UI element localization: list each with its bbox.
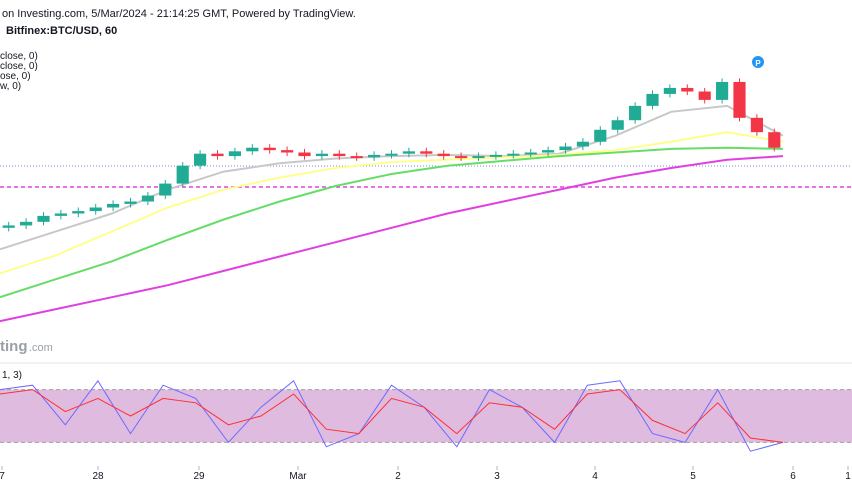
watermark-text-bold: ting xyxy=(0,338,28,355)
legend-item: close, 0) xyxy=(0,51,38,62)
candle-body xyxy=(420,151,433,154)
candle-body xyxy=(576,141,589,147)
candle-body xyxy=(72,211,85,214)
candle-body xyxy=(507,153,520,156)
x-tick-label: 4 xyxy=(592,471,598,482)
oscillator-band xyxy=(0,389,852,443)
legend-item: w, 0) xyxy=(0,81,21,92)
candle-body xyxy=(228,151,241,157)
symbol-line: Bitfinex:BTC/USD, 60 xyxy=(6,25,117,37)
pivot-badge-circle xyxy=(752,56,764,68)
candle-body xyxy=(385,153,398,156)
candle-body xyxy=(176,165,189,184)
candle-body xyxy=(768,132,781,148)
candle-body xyxy=(107,203,120,208)
x-tick-label: 7 xyxy=(0,471,5,482)
source-line: on Investing.com, 5/Mar/2024 - 21:14:25 … xyxy=(2,8,356,20)
candle-body xyxy=(646,93,659,106)
candle-body xyxy=(54,213,67,216)
candle-body xyxy=(542,150,555,153)
price-pane[interactable] xyxy=(0,78,852,323)
candle-body xyxy=(750,117,763,133)
candle-body xyxy=(2,225,15,228)
candle-body xyxy=(489,154,502,157)
candle-body xyxy=(20,221,33,226)
candle-body xyxy=(681,87,694,92)
candle-body xyxy=(368,154,381,158)
moving-average-line xyxy=(0,155,784,323)
watermark-logo: ting .com xyxy=(0,338,53,355)
x-tick-label: 29 xyxy=(193,471,205,482)
candle-body xyxy=(733,81,746,118)
candle-body xyxy=(194,153,207,166)
candle-body xyxy=(211,153,224,157)
candle-body xyxy=(263,147,276,151)
pivot-badge-label: P xyxy=(755,59,761,68)
candle-body xyxy=(629,105,642,121)
candle-body xyxy=(281,150,294,153)
x-tick-label: 5 xyxy=(690,471,696,482)
x-tick-label: 3 xyxy=(494,471,500,482)
legend-item: close, 0) xyxy=(0,61,38,72)
candle-body xyxy=(124,201,137,204)
x-tick-label: 28 xyxy=(92,471,104,482)
stochastic-k-line xyxy=(0,379,784,452)
candle-body xyxy=(350,156,363,159)
legend-item: ose, 0) xyxy=(0,71,31,82)
stochastic-d-line xyxy=(0,389,784,443)
candle-body xyxy=(611,120,624,130)
candle-body xyxy=(333,153,346,157)
x-tick-label: 6 xyxy=(790,471,796,482)
candle-body xyxy=(472,156,485,159)
candle-body xyxy=(559,146,572,151)
candle-body xyxy=(455,156,468,159)
candle-body xyxy=(159,183,172,196)
candle-body xyxy=(298,152,311,157)
candle-body xyxy=(37,215,50,222)
candle-body xyxy=(524,152,537,155)
time-axis: 7 28 29 Mar 2 3 4 5 6 1 xyxy=(0,466,851,482)
candle-body xyxy=(437,153,450,157)
candle-body xyxy=(698,91,711,100)
x-tick-label: 1 xyxy=(845,471,851,482)
candle-body xyxy=(89,207,102,212)
watermark-text-light: .com xyxy=(29,342,53,354)
indicator-legend: close, 0) close, 0) ose, 0) w, 0) xyxy=(0,51,38,92)
moving-average-line xyxy=(0,131,784,275)
oscillator-label: 1, 3) xyxy=(2,370,22,381)
oscillator-pane[interactable] xyxy=(0,379,852,452)
candle-body xyxy=(315,153,328,157)
candle-body xyxy=(716,81,729,100)
x-tick-label: Mar xyxy=(289,471,307,482)
moving-average-line xyxy=(0,146,784,299)
candle-body xyxy=(594,129,607,142)
x-tick-label: 2 xyxy=(395,471,401,482)
candle-body xyxy=(246,147,259,152)
pivot-badge[interactable]: P xyxy=(752,56,764,68)
candle-body xyxy=(402,151,415,154)
candle-body xyxy=(663,87,676,94)
candle-body xyxy=(141,195,154,202)
